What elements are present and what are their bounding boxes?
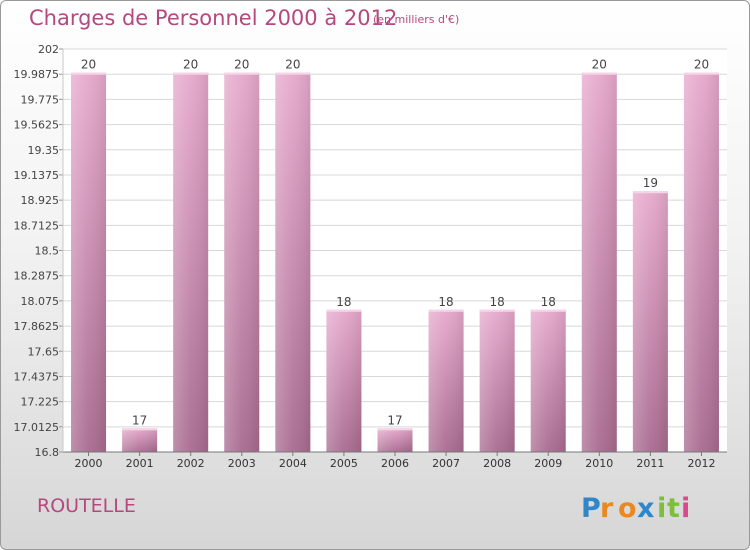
x-tick-label: 2002 (177, 457, 205, 470)
svg-text:o: o (618, 493, 637, 524)
bar-shade (377, 428, 413, 452)
data-label: 19 (643, 176, 658, 190)
bar-shade (326, 309, 362, 452)
svg-text:t: t (667, 493, 680, 524)
bar-top-highlight (173, 72, 209, 75)
data-label: 17 (132, 413, 147, 427)
bar-top-highlight (530, 309, 566, 312)
y-tick-label: 17.0125 (14, 421, 60, 434)
data-label: 18 (541, 295, 556, 309)
bar-shade (122, 428, 158, 452)
x-tick-label: 2005 (330, 457, 358, 470)
bar-shade (479, 309, 515, 452)
data-label: 20 (285, 58, 300, 72)
bar-top-highlight (428, 309, 464, 312)
y-tick-label: 19.35 (28, 144, 60, 157)
svg-text:i: i (681, 493, 690, 524)
y-axis-ticks: 202 19.9875 19.775 19.5625 19.35 19.1375 18.92… (14, 43, 63, 459)
bar-top-highlight (326, 309, 362, 312)
bar-shade (632, 191, 668, 452)
chart-subtitle: (en milliers d'€) (373, 13, 460, 26)
x-tick-label: 2000 (75, 457, 103, 470)
data-label: 18 (438, 295, 453, 309)
y-tick-label: 17.225 (21, 396, 60, 409)
x-tick-label: 2012 (687, 457, 715, 470)
data-label: 18 (336, 295, 351, 309)
data-label: 20 (183, 58, 198, 72)
y-tick-label: 18.075 (21, 295, 60, 308)
data-label: 20 (81, 58, 96, 72)
x-tick-label: 2008 (483, 457, 511, 470)
y-tick-label: 202 (38, 43, 59, 56)
bars: 20 17 20 20 20 18 17 18 18 18 20 19 20 (71, 58, 719, 453)
y-tick-label: 17.65 (28, 345, 60, 358)
svg-text:i: i (657, 493, 666, 524)
y-tick-label: 19.1375 (14, 169, 60, 182)
chart-title: Charges de Personnel 2000 à 2012 (29, 6, 398, 30)
y-tick-label: 17.4375 (14, 370, 60, 383)
bar-top-highlight (377, 428, 413, 431)
proxiti-logo: P r o x i t i (581, 493, 690, 524)
y-tick-label: 17.8625 (14, 320, 60, 333)
x-tick-label: 2001 (126, 457, 154, 470)
y-tick-label: 19.775 (21, 93, 60, 106)
bar-shade (581, 72, 617, 453)
x-tick-label: 2006 (381, 457, 409, 470)
y-tick-label: 18.2875 (14, 270, 60, 283)
y-tick-label: 16.8 (35, 446, 60, 459)
svg-text:P: P (581, 493, 601, 524)
data-label: 20 (234, 58, 249, 72)
svg-text:r: r (600, 493, 614, 524)
bar-shade (428, 309, 464, 452)
commune-name: ROUTELLE (37, 495, 136, 517)
bar-shade (683, 72, 719, 453)
bar-top-highlight (224, 72, 260, 75)
bar-top-highlight (632, 191, 668, 194)
bar-top-highlight (683, 72, 719, 75)
bar-shade (224, 72, 260, 453)
x-tick-label: 2009 (534, 457, 562, 470)
data-label: 17 (387, 413, 402, 427)
bar-top-highlight (479, 309, 515, 312)
data-label: 20 (592, 58, 607, 72)
bar-shade (275, 72, 311, 453)
bar-shade (173, 72, 209, 453)
data-label: 20 (694, 58, 709, 72)
x-tick-label: 2011 (636, 457, 664, 470)
svg-text:x: x (637, 493, 654, 524)
bar-top-highlight (275, 72, 311, 75)
bar-shade (530, 309, 566, 452)
x-tick-label: 2003 (228, 457, 256, 470)
bar-top-highlight (581, 72, 617, 75)
x-tick-label: 2010 (585, 457, 613, 470)
bar-top-highlight (71, 72, 107, 75)
bar-top-highlight (122, 428, 158, 431)
x-tick-label: 2004 (279, 457, 307, 470)
bar-shade (71, 72, 107, 453)
x-tick-label: 2007 (432, 457, 460, 470)
y-tick-label: 18.7125 (14, 219, 60, 232)
y-tick-label: 19.5625 (14, 119, 60, 132)
y-tick-label: 19.9875 (14, 68, 60, 81)
y-tick-label: 18.5 (35, 245, 60, 258)
data-label: 18 (490, 295, 505, 309)
x-axis-ticks: 2000 2001 2002 2003 2004 2005 2006 2007 2008 2009… (75, 452, 715, 470)
y-tick-label: 18.925 (21, 194, 60, 207)
